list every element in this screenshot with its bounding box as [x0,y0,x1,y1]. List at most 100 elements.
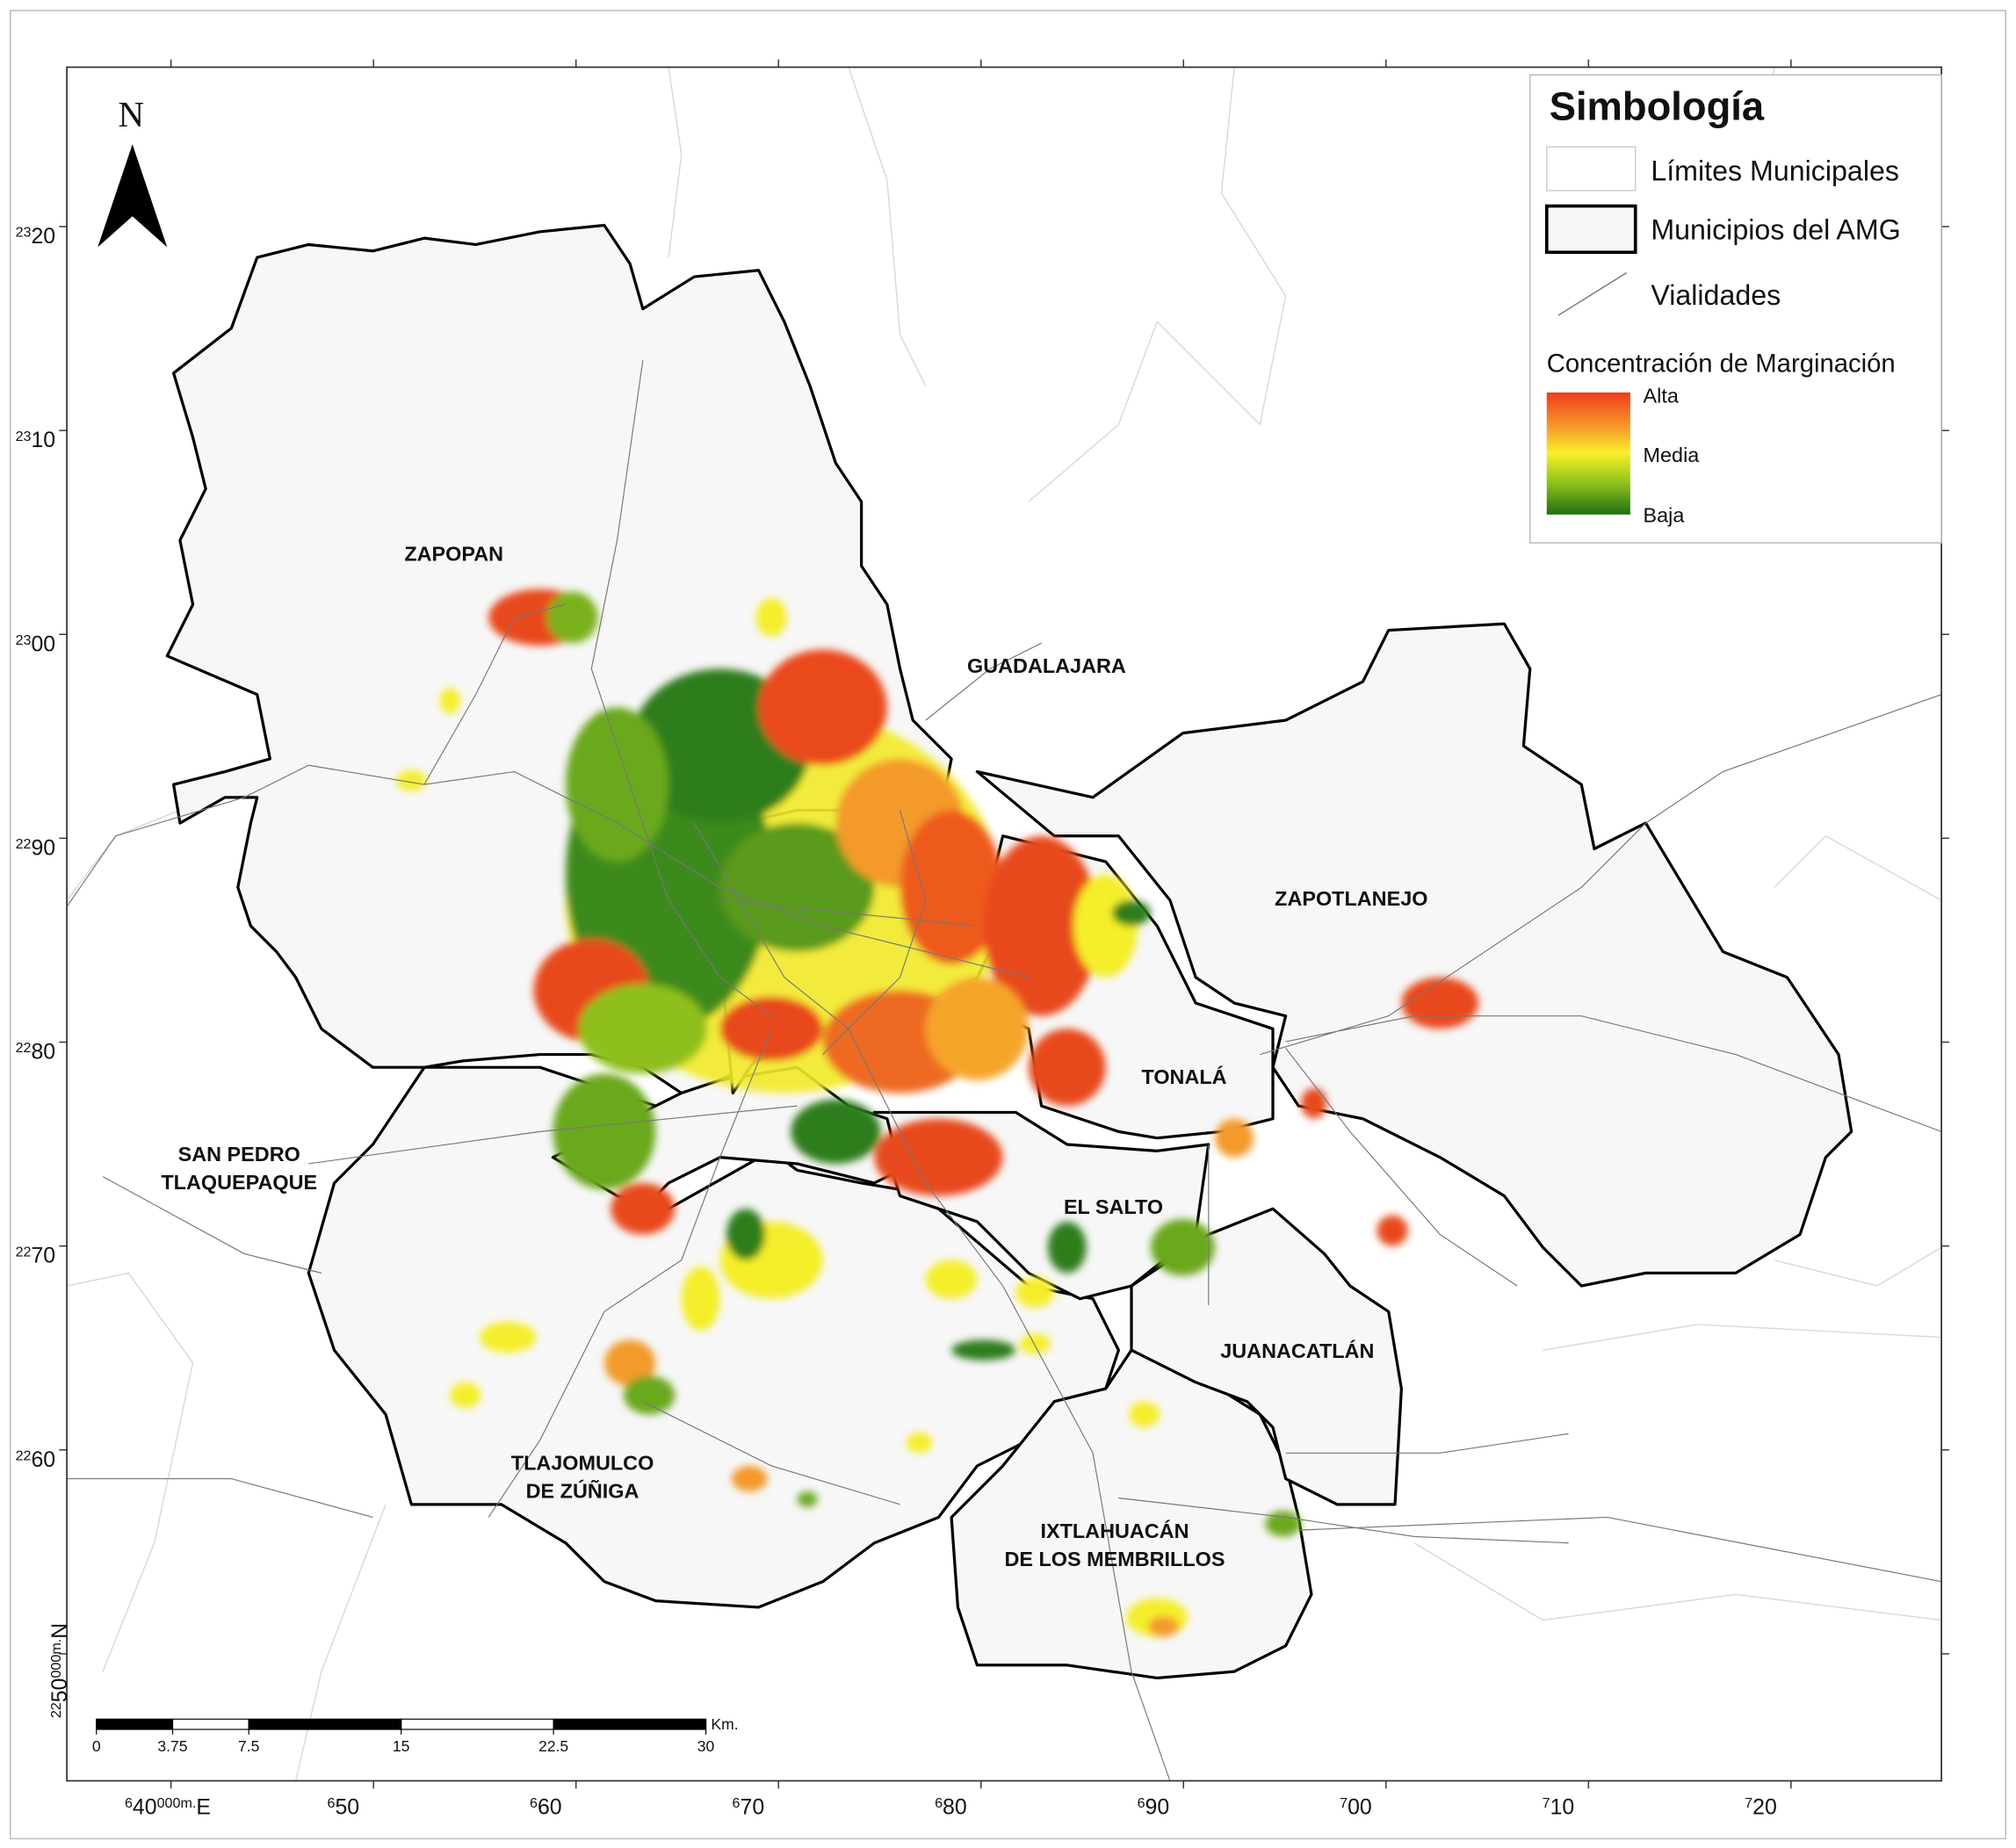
y-tick-label: 2310 [16,428,56,452]
label-part: 6 [1138,1795,1145,1811]
north-label: N [118,94,144,134]
y-tick-label: 2270 [16,1244,56,1268]
scale-label: 7.5 [238,1737,260,1755]
scale-segment [553,1718,707,1730]
scale-bar: Km. 0 3.75 7.5 15 22.5 30 [92,1715,739,1755]
municipality-label: TONALÁ [1141,1065,1226,1088]
label-part: 22 [16,1040,32,1056]
y-tick-label: 2320 [16,224,56,249]
legend-gradient-title: Concentración de Marginación [1547,350,1896,378]
y-tick-label: 2290 [16,835,56,860]
label-part: 6 [125,1795,133,1811]
label-part: 20 [31,224,55,249]
scale-label: 22.5 [538,1737,568,1755]
label-part: 00 [1348,1795,1372,1820]
label-part: 22 [16,1244,32,1260]
x-tick-label: 680 [935,1795,967,1820]
label-part: 23 [16,225,32,241]
scale-label: 30 [697,1737,715,1755]
label-part: 22 [16,836,32,852]
scale-label: 3.75 [157,1737,187,1755]
label-part: 40 [133,1795,157,1820]
label-part: 6 [530,1795,538,1811]
scale-label: 15 [393,1737,410,1755]
label-part: 7 [1340,1795,1348,1811]
label-part: 90 [1145,1795,1170,1820]
label-part: 90 [31,835,55,860]
label-part: 10 [1550,1795,1575,1820]
municipality-label: EL SALTO [1064,1195,1163,1218]
map-frame [66,66,1942,1782]
label-part: 50 [47,1678,72,1703]
y-tick-label: 2300 [16,632,56,656]
label-part: 80 [31,1040,55,1065]
legend-item: Municipios del AMG [1651,214,1900,246]
label-part: 23 [16,429,32,444]
legend-gradient [1546,392,1630,515]
north-arrow-shape [98,144,168,248]
label-part: 00 [31,632,55,656]
label-part: 60 [31,1447,55,1472]
x-tick-label: 690 [1138,1795,1170,1820]
municipality-label: TLAJOMULCO DE ZÚÑIGA [511,1451,654,1502]
scale-unit: Km. [711,1715,738,1733]
x-tick-label: 650 [327,1795,359,1820]
municipality-label: JUANACATLÁN [1220,1339,1374,1362]
municipality-label: GUADALAJARA [967,654,1126,677]
label-part: N [47,1623,72,1639]
label-part: 70 [31,1244,55,1268]
legend-symbol [1557,272,1627,316]
y-tick-label: 2280 [16,1040,56,1065]
y-tick-label: 2260 [16,1447,56,1472]
legend-item: Vialidades [1651,279,1781,311]
label-part: 22 [48,1702,64,1718]
legend-item: Límites Municipales [1651,155,1899,186]
label-part: 23 [16,632,32,648]
municipality-labels: ZAPOPAN GUADALAJARA ZAPOTLANEJO TONALÁ S… [161,543,1427,1571]
municipality-label: SAN PEDRO TLAQUEPAQUE [161,1143,317,1194]
municipality-label: ZAPOPAN [404,543,503,566]
scale-label: 0 [92,1737,101,1755]
scale-segment [96,1718,174,1730]
coordinate-ticks: 640000m.E 650 660 670 680 690 700 710 7202320231… [16,59,1949,1820]
legend-title: Simbología [1550,83,1765,128]
legend-gradient-label: Alta [1644,384,1680,407]
x-tick-label: 640000m.E [125,1795,211,1820]
label-part: 22 [16,1447,32,1463]
x-tick-label: 670 [733,1795,765,1820]
x-tick-label: 660 [530,1795,562,1820]
roads [67,360,1942,1781]
scale-segment [171,1718,249,1730]
label-part: 60 [538,1795,562,1820]
x-tick-label: 700 [1340,1795,1372,1820]
label-part: 20 [1752,1795,1777,1820]
label-part: 50 [335,1795,359,1820]
legend: Simbología Límites Municipales Municipio… [1529,74,1942,544]
label-part: 6 [733,1795,741,1811]
label-part: 7 [1745,1795,1752,1811]
scale-segment [248,1718,402,1730]
x-tick-label: 710 [1543,1795,1575,1820]
label-part: 6 [327,1795,335,1811]
municipality-label: IXTLAHUACÁN DE LOS MEMBRILLOS [1004,1519,1225,1570]
legend-symbol [1544,204,1637,255]
legend-symbol [1546,146,1637,191]
scale-segment [401,1718,554,1730]
map-body [67,67,1942,1781]
legend-gradient-label: Baja [1644,504,1686,527]
municipality-label: ZAPOTLANEJO [1275,887,1427,910]
label-part: 80 [943,1795,967,1820]
label-part: 10 [31,428,55,452]
legend-gradient-label: Media [1644,444,1701,466]
x-tick-label: 720 [1745,1795,1777,1820]
label-part: 000m. [48,1639,64,1678]
y-tick-label: 2250000m.N [47,1623,72,1718]
label-part: 70 [741,1795,765,1820]
label-part: 000m. [157,1795,197,1811]
label-part: E [196,1795,211,1820]
label-part: 6 [935,1795,943,1811]
label-part: 7 [1543,1795,1550,1811]
north-arrow: N [98,94,168,248]
